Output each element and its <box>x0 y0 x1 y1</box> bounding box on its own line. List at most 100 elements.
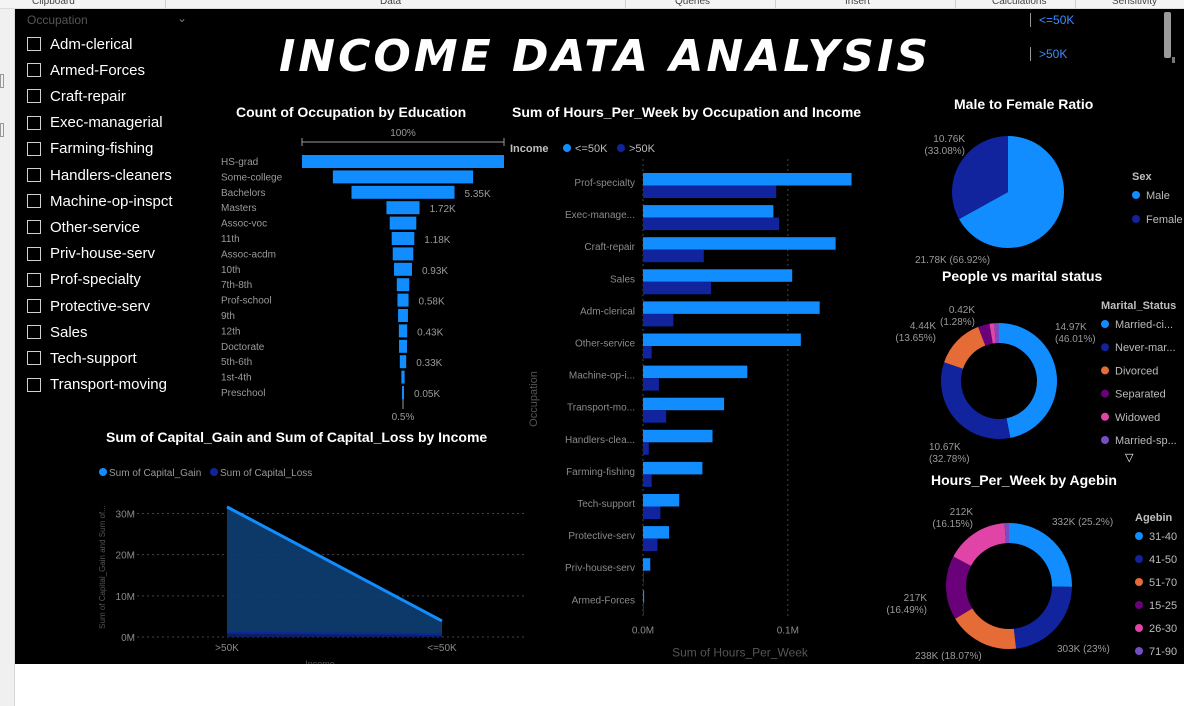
checkbox[interactable] <box>27 115 41 130</box>
bar-category-label: Tech-support <box>577 499 635 510</box>
slicer-item[interactable]: Exec-managerial <box>27 112 163 134</box>
funnel-top-label: 100% <box>390 128 416 139</box>
area-y-tick: 30M <box>116 509 135 520</box>
slicer-item[interactable]: Farming-fishing <box>27 138 153 160</box>
legend-label: Male <box>1146 190 1170 202</box>
legend-marker <box>1135 601 1143 609</box>
slicer-item[interactable]: Sales <box>27 321 88 343</box>
slicer-item[interactable]: Transport-moving <box>27 374 167 396</box>
checkbox[interactable] <box>27 89 41 104</box>
slice-data-label: 10.76K (33.08%) <box>924 134 965 157</box>
funnel-data-label: 5.35K <box>465 189 491 200</box>
legend-label: 41-50 <box>1149 554 1177 566</box>
slice-data-label: 238K (18.07%) <box>915 651 982 662</box>
slicer-item[interactable]: Prof-specialty <box>27 269 141 291</box>
slicer-item[interactable]: Handlers-cleaners <box>27 164 172 186</box>
marital-donut-title: People vs marital status <box>942 268 1103 284</box>
legend-label: Female <box>1146 214 1183 226</box>
legend-marker <box>1132 215 1140 223</box>
scroll-indicator <box>1172 57 1175 63</box>
gutter-mark <box>0 74 4 88</box>
bar-series-1 <box>643 397 725 411</box>
slice-data-label: 0.42K (1.28%) <box>940 305 975 328</box>
slicer-item[interactable]: Priv-house-serv <box>27 243 155 265</box>
funnel-data-label: 1.72K <box>430 204 456 215</box>
funnel-bar <box>402 386 404 399</box>
funnel-bar <box>396 278 410 292</box>
income-filter-option[interactable]: <=50K <box>1030 13 1074 27</box>
funnel-category-label: 12th <box>221 326 240 337</box>
legend-marker <box>1101 436 1109 444</box>
chart-slice <box>946 556 973 619</box>
checkbox[interactable] <box>27 141 41 156</box>
area-y-tick: 20M <box>116 551 135 562</box>
bar-series-1 <box>643 365 748 379</box>
marital-donut-chart: 14.97K (46.01%) 4.44K (13.65%)0.42K (1.28%) 1… <box>895 300 1176 465</box>
bar-legend-marker <box>617 144 625 152</box>
funnel-bar <box>398 324 408 338</box>
income-filter-option[interactable]: >50K <box>1030 47 1067 61</box>
slicer-item[interactable]: Adm-clerical <box>27 33 133 55</box>
bar-category-label: Priv-house-serv <box>565 563 635 574</box>
area-legend-marker <box>99 468 107 476</box>
funnel-category-label: 1st-4th <box>221 373 252 384</box>
slice-data-label: 10.67K (32.78%) <box>929 442 970 465</box>
legend-marker <box>1135 624 1143 632</box>
slicer-item-label: Craft-repair <box>50 87 126 105</box>
checkbox[interactable] <box>27 220 41 235</box>
legend-marker <box>1101 366 1109 375</box>
bar-y-axis-title: Occupation <box>528 371 540 427</box>
checkbox[interactable] <box>27 272 41 287</box>
page-footer <box>15 664 1184 706</box>
chevron-down-icon[interactable]: ⌄ <box>177 11 188 25</box>
checkbox[interactable] <box>27 351 41 366</box>
funnel-category-label: Assoc-voc <box>221 219 267 230</box>
checkbox[interactable] <box>27 246 41 261</box>
slicer-item[interactable]: Protective-serv <box>27 295 150 317</box>
slice-data-label: 212K (16.15%) <box>932 507 973 530</box>
slicer-item[interactable]: Machine-op-inspct <box>27 190 173 212</box>
bar-x-tick: 0.0M <box>632 625 654 636</box>
ribbon-group-label: Insert <box>845 0 871 7</box>
checkbox[interactable] <box>27 299 41 313</box>
ribbon: Clipboard Data Queries Insert Calculations Se… <box>0 0 1184 9</box>
legend-marker <box>1101 389 1109 398</box>
funnel-category-label: HS-grad <box>221 157 258 168</box>
bar-series-2 <box>643 346 652 359</box>
checkbox[interactable] <box>27 37 41 51</box>
funnel-category-label: 11th <box>221 234 240 245</box>
funnel-chart: 100% HS-grad Some-college Bachelors Masters A… <box>221 128 505 423</box>
legend-label: Married-ci... <box>1115 319 1173 331</box>
slicer-item[interactable]: Other-service <box>27 216 140 238</box>
funnel-category-label: 5th-6th <box>221 357 252 368</box>
bar-series-1 <box>643 173 852 186</box>
funnel-data-label: 0.58K <box>419 297 445 308</box>
bar-series-1 <box>643 526 670 539</box>
scrollbar[interactable] <box>1164 12 1171 58</box>
legend-label: 71-90 <box>1149 646 1177 658</box>
checkbox[interactable] <box>27 63 41 78</box>
slicer-header: Occupation <box>27 13 88 27</box>
slice-data-label: 4.44K (13.65%) <box>895 321 936 344</box>
checkbox[interactable] <box>27 325 41 340</box>
area-y-axis-title: Sum of Capital_Gain and Sum of... <box>98 505 107 629</box>
chart-slice <box>1009 523 1072 587</box>
checkbox[interactable] <box>27 377 41 392</box>
slicer-item-label: Farming-fishing <box>50 140 154 158</box>
bar-series-1 <box>643 494 680 507</box>
checkbox[interactable] <box>27 168 41 182</box>
slicer-item[interactable]: Craft-repair <box>27 85 126 107</box>
area-x-tick: <=50K <box>427 643 457 654</box>
area-chart: Sum of Capital_Gain Sum of Capital_Loss 0M… <box>98 468 525 664</box>
bar-series-2 <box>643 602 644 616</box>
more-legend-icon[interactable]: ▽ <box>1125 452 1134 464</box>
slicer-item[interactable]: Armed-Forces <box>27 59 145 81</box>
legend-label: Separated <box>1115 389 1166 401</box>
area-chart-title: Sum of Capital_Gain and Sum of Capital_L… <box>106 429 488 445</box>
bar-series-2 <box>643 217 780 231</box>
funnel-category-label: Prof-school <box>221 296 272 307</box>
funnel-title: Count of Occupation by Education <box>236 104 467 120</box>
slicer-item[interactable]: Tech-support <box>27 347 137 369</box>
checkbox[interactable] <box>27 194 41 209</box>
chart-slice <box>952 136 1008 220</box>
